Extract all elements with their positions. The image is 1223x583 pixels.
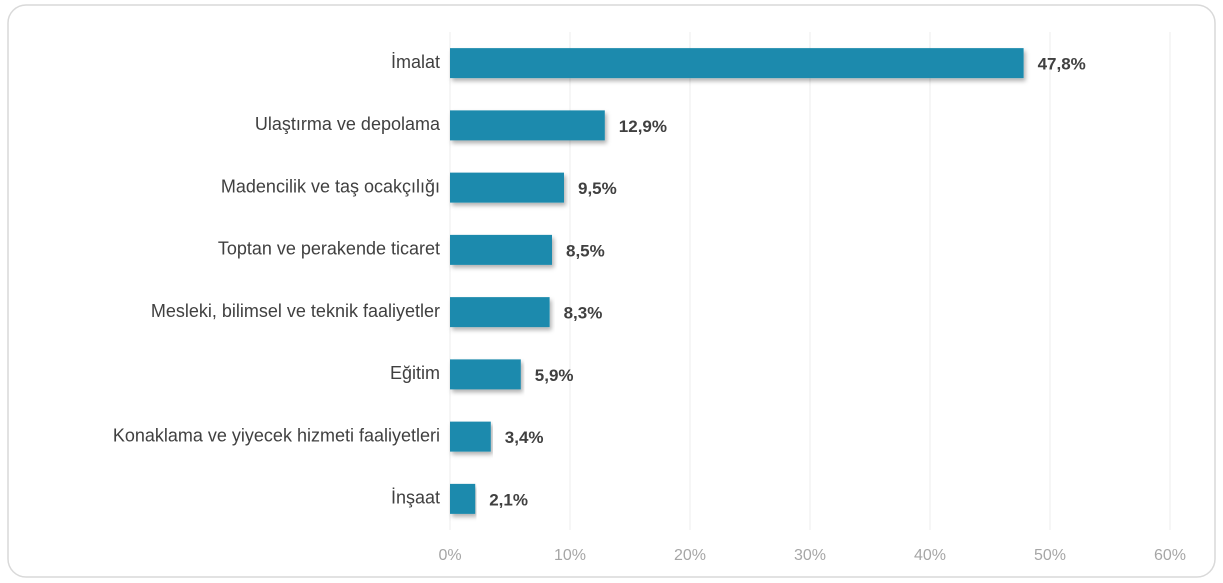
category-label: Mesleki, bilimsel ve teknik faaliyetler [151, 301, 440, 321]
value-label: 3,4% [505, 428, 544, 447]
value-label: 2,1% [489, 490, 528, 509]
category-label: İnşaat [391, 488, 440, 508]
x-tick-label: 60% [1154, 547, 1186, 564]
x-tick-label: 0% [438, 547, 461, 564]
value-label: 12,9% [619, 117, 667, 136]
value-label: 9,5% [578, 179, 617, 198]
chart-frame [7, 4, 1216, 578]
category-label: Eğitim [390, 363, 440, 383]
category-label: Madencilik ve taş ocakçılığı [221, 176, 440, 196]
value-label: 8,5% [566, 241, 605, 260]
bar [450, 48, 1024, 79]
category-label: İmalat [391, 52, 440, 72]
x-tick-label: 20% [674, 547, 706, 564]
bar [450, 483, 476, 514]
category-label: Ulaştırma ve depolama [255, 114, 441, 134]
bar [450, 172, 564, 203]
bar [450, 359, 521, 390]
bar [450, 234, 552, 265]
x-tick-label: 40% [914, 547, 946, 564]
value-label: 47,8% [1038, 55, 1086, 74]
value-label: 5,9% [535, 366, 574, 385]
bar [450, 297, 550, 328]
category-label: Konaklama ve yiyecek hizmeti faaliyetler… [113, 425, 440, 445]
x-tick-label: 30% [794, 547, 826, 564]
category-label: Toptan ve perakende ticaret [218, 239, 440, 259]
value-label: 8,3% [564, 304, 603, 323]
bar [450, 110, 605, 141]
x-tick-label: 50% [1034, 547, 1066, 564]
bar [450, 421, 491, 452]
x-tick-label: 10% [554, 547, 586, 564]
